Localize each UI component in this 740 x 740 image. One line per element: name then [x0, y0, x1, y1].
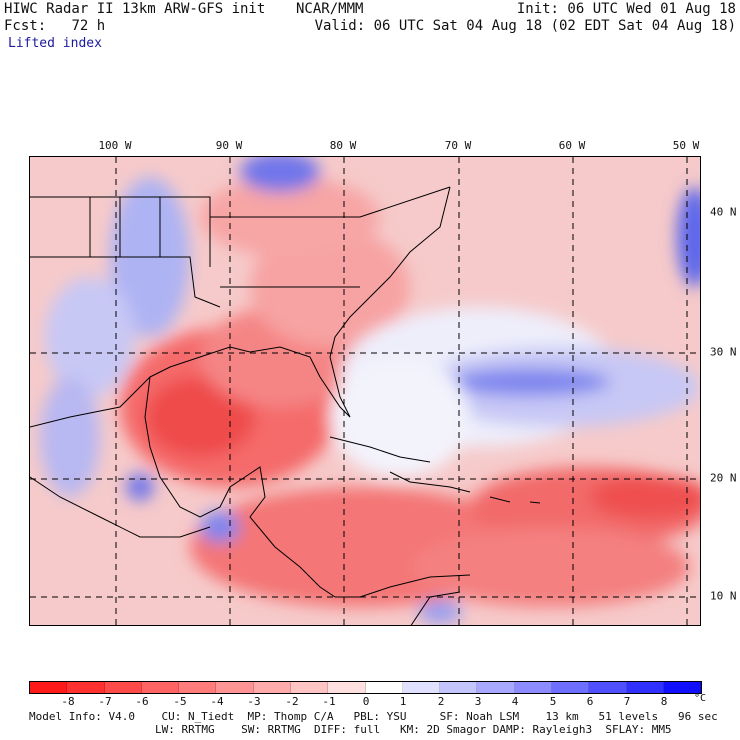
cb-tick: 2 [437, 695, 445, 708]
forecast-label: Fcst: [4, 18, 47, 34]
color-swatch [216, 682, 254, 693]
coastlines [30, 186, 541, 625]
model-info-line2: LW: RRTMG SW: RRTMG DIFF: full KM: 2D Sm… [155, 723, 672, 736]
cb-tick: -2 [285, 695, 299, 708]
lon-label-100w: 100 W [98, 139, 132, 152]
lifted-index-map [29, 156, 701, 626]
cb-tick: -6 [135, 695, 149, 708]
color-swatch [589, 682, 627, 693]
header-mid: NCAR/MMM [296, 1, 363, 18]
lat-label-20n: 20 N [710, 471, 737, 485]
cb-tick: -8 [61, 695, 75, 708]
color-swatch [67, 682, 105, 693]
lon-label-60w: 60 W [558, 139, 586, 152]
cb-tick: 8 [660, 695, 668, 708]
color-swatch [365, 682, 403, 693]
cb-tick: -5 [173, 695, 187, 708]
color-swatch [253, 682, 291, 693]
color-swatch [477, 682, 515, 693]
cb-tick: 4 [511, 695, 519, 708]
header-right: Init: 06 UTC Wed 01 Aug 18 Valid: 06 UTC… [315, 1, 736, 35]
color-swatch [328, 682, 366, 693]
lon-label-90w: 90 W [215, 139, 243, 152]
lon-label-50w: 50 W [672, 139, 700, 152]
color-swatch [663, 682, 702, 693]
forecast-hour: 72 h [71, 18, 106, 34]
cb-tick: 7 [623, 695, 631, 708]
model-title: HIWC Radar II 13km ARW-GFS init [4, 1, 266, 17]
cb-tick: 3 [474, 695, 482, 708]
cb-tick: -4 [210, 695, 224, 708]
color-scale-unit: °C [694, 693, 707, 704]
cb-tick: 6 [586, 695, 594, 708]
color-swatch [440, 682, 478, 693]
color-swatch [179, 682, 217, 693]
model-info-line1: Model Info: V4.0 CU: N_Tiedt MP: Thomp C… [29, 710, 718, 723]
lon-label-80w: 80 W [329, 139, 357, 152]
lat-label-40n: 40 N [710, 205, 737, 219]
init-time: Init: 06 UTC Wed 01 Aug 18 [516, 1, 736, 17]
header-left: HIWC Radar II 13km ARW-GFS init Fcst: 72… [4, 1, 265, 35]
cb-tick: 5 [549, 695, 557, 708]
color-swatch [551, 682, 590, 693]
lat-label-10n: 10 N [710, 589, 737, 603]
lat-label-30n: 30 N [710, 345, 737, 359]
field-shading [40, 157, 700, 624]
org-label: NCAR/MMM [296, 1, 364, 17]
cb-tick: -3 [247, 695, 261, 708]
color-swatch [290, 682, 329, 693]
color-swatch [626, 682, 664, 693]
field-name: Lifted index [8, 36, 102, 51]
valid-time: Valid: 06 UTC Sat 04 Aug 18 (02 EDT Sat … [314, 18, 736, 34]
cb-tick: 1 [399, 695, 407, 708]
graticule [30, 157, 700, 625]
color-swatch [402, 682, 441, 693]
cb-tick: 0 [362, 695, 370, 708]
color-swatch [104, 682, 142, 693]
color-swatch [514, 682, 552, 693]
map-canvas [30, 157, 700, 625]
cb-tick: -1 [322, 695, 336, 708]
lon-label-70w: 70 W [444, 139, 472, 152]
color-scale-bar [29, 681, 702, 694]
color-swatch [141, 682, 180, 693]
cb-tick: -7 [98, 695, 112, 708]
color-swatch [30, 682, 68, 693]
